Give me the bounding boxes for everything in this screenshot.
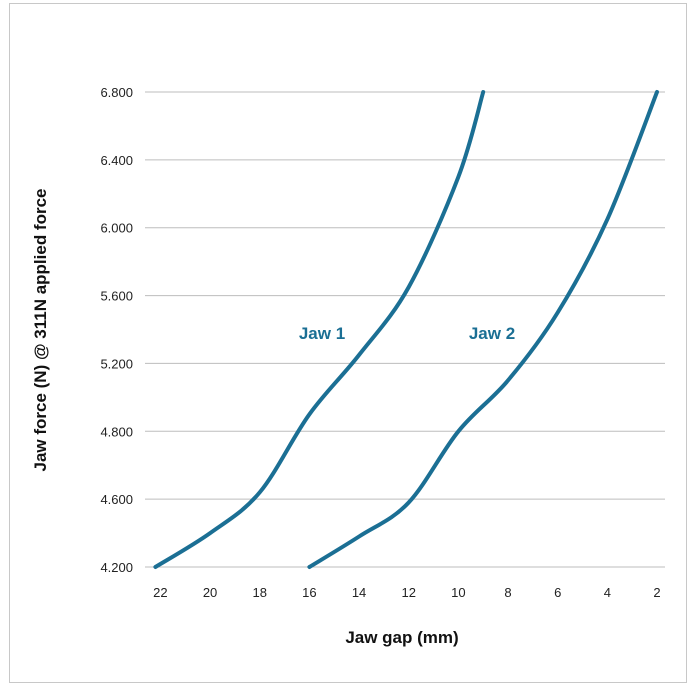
series-line (153, 90, 486, 569)
y-tick-label: 4.200 (100, 560, 133, 575)
x-tick-label: 14 (352, 585, 366, 600)
x-tick-label: 18 (253, 585, 267, 600)
x-tick-labels: 22 20 18 16 14 12 10 8 6 4 2 (153, 585, 660, 600)
x-tick-label: 22 (153, 585, 167, 600)
series-label: Jaw 1 (299, 324, 345, 343)
series-line (307, 90, 659, 569)
series-lines (153, 90, 659, 569)
grid-lines (145, 91, 665, 568)
x-tick-label: 16 (302, 585, 316, 600)
x-tick-label: 2 (653, 585, 660, 600)
y-tick-label: 6.800 (100, 85, 133, 100)
x-axis-title: Jaw gap (mm) (345, 628, 458, 647)
x-tick-label: 4 (604, 585, 611, 600)
x-tick-label: 20 (203, 585, 217, 600)
y-tick-label: 5.200 (100, 356, 133, 371)
x-tick-label: 8 (504, 585, 511, 600)
x-tick-label: 6 (554, 585, 561, 600)
x-tick-label: 12 (401, 585, 415, 600)
series-label: Jaw 2 (469, 324, 515, 343)
y-tick-label: 4.600 (100, 492, 133, 507)
y-tick-label: 4.800 (100, 424, 133, 439)
y-tick-label: 6.000 (100, 221, 133, 236)
y-tick-label: 5.600 (100, 289, 133, 304)
y-tick-labels: 4.200 4.600 4.800 5.200 5.600 6.000 6.400 6.800 (100, 85, 133, 575)
series-labels: Jaw 1 Jaw 2 (299, 324, 515, 343)
y-tick-label: 6.400 (100, 153, 133, 168)
y-axis-title: Jaw force (N) @ 311N applied force (31, 189, 50, 472)
x-tick-label: 10 (451, 585, 465, 600)
